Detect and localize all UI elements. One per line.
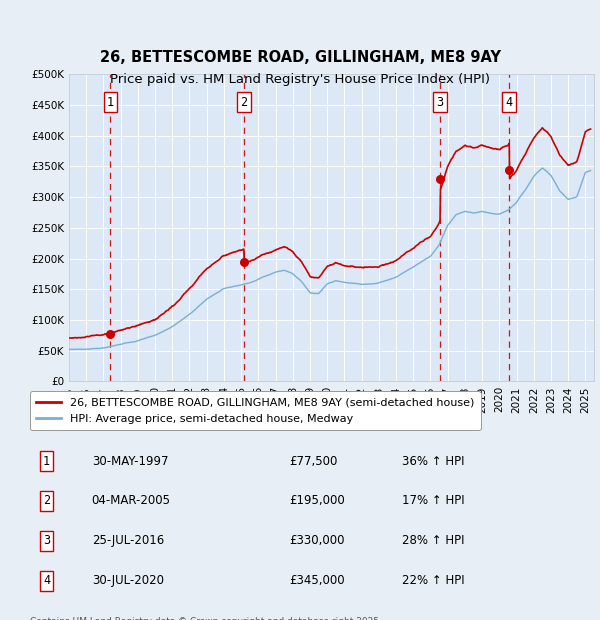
Text: 30-JUL-2020: 30-JUL-2020 [92, 574, 164, 587]
Legend: 26, BETTESCOMBE ROAD, GILLINGHAM, ME8 9AY (semi-detached house), HPI: Average pr: 26, BETTESCOMBE ROAD, GILLINGHAM, ME8 9A… [29, 391, 481, 430]
Text: £195,000: £195,000 [289, 495, 345, 507]
Text: 04-MAR-2005: 04-MAR-2005 [92, 495, 170, 507]
Text: 3: 3 [437, 95, 443, 108]
Text: 36% ↑ HPI: 36% ↑ HPI [402, 454, 464, 467]
Text: 30-MAY-1997: 30-MAY-1997 [92, 454, 168, 467]
Text: 1: 1 [107, 95, 114, 108]
Text: 3: 3 [43, 534, 50, 547]
Text: 25-JUL-2016: 25-JUL-2016 [92, 534, 164, 547]
Text: 22% ↑ HPI: 22% ↑ HPI [402, 574, 464, 587]
Text: 4: 4 [506, 95, 513, 108]
Text: Contains HM Land Registry data © Crown copyright and database right 2025.
This d: Contains HM Land Registry data © Crown c… [29, 618, 382, 620]
Text: 4: 4 [43, 574, 50, 587]
Text: £77,500: £77,500 [289, 454, 337, 467]
Text: 28% ↑ HPI: 28% ↑ HPI [402, 534, 464, 547]
Text: £345,000: £345,000 [289, 574, 345, 587]
Text: 17% ↑ HPI: 17% ↑ HPI [402, 495, 464, 507]
Text: 1: 1 [43, 454, 50, 467]
Text: £330,000: £330,000 [289, 534, 344, 547]
Text: Price paid vs. HM Land Registry's House Price Index (HPI): Price paid vs. HM Land Registry's House … [110, 73, 490, 86]
Text: 2: 2 [43, 495, 50, 507]
Text: 2: 2 [241, 95, 248, 108]
Text: 26, BETTESCOMBE ROAD, GILLINGHAM, ME8 9AY: 26, BETTESCOMBE ROAD, GILLINGHAM, ME8 9A… [100, 50, 500, 65]
